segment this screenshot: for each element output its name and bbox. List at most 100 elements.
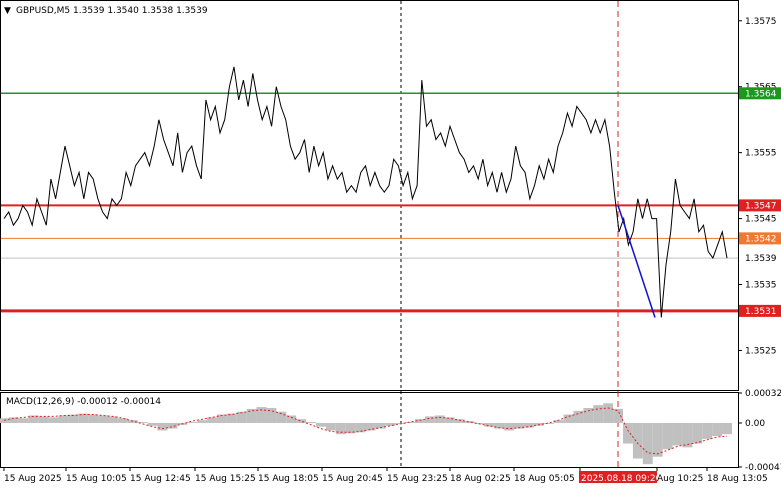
price-levels [1,92,738,313]
macd-bar [632,422,643,459]
macd-bar [216,414,227,423]
macd-bar [236,411,247,423]
macd-bar [405,422,416,423]
price-tick-label: 1.3575 [745,17,777,27]
macd-signal-line [3,407,728,455]
macd-bar [613,408,624,423]
macd-bar [523,422,534,428]
macd-bar [296,419,307,423]
macd-bar [78,413,89,423]
level-red-upper-label-bg [739,199,781,212]
price-tick-label: 1.3525 [745,346,777,356]
time-tick-label: 18 Aug 02:25 [450,474,511,484]
time-tick-label: 15 Aug 2025 [4,474,62,484]
macd-bar [286,415,297,423]
time-tick-label: 18 Aug 05:05 [514,474,575,484]
macd-bar [117,418,128,423]
macd-bar [315,422,326,427]
macd-bar [147,422,158,426]
level-red-upper-label: 1.3547 [745,201,777,211]
macd-bar [375,422,386,429]
time-tick-label: 18 Aug 13:05 [707,474,768,484]
macd-bar [107,416,118,423]
macd-bar [672,422,683,446]
price-tick-label: 1.3555 [745,149,777,159]
macd-bar [68,414,79,423]
macd-bar [38,416,49,423]
macd-bar [642,422,653,465]
macd-bar [58,415,69,423]
macd-tick-label: 0.00032 [745,389,781,399]
macd-bar [365,422,376,431]
macd-bar [28,415,39,423]
macd-bar [355,422,366,433]
macd-title: MACD(12,26,9) -0.00012 -0.00014 [6,397,161,407]
macd-bar [345,422,356,434]
macd-bar [504,422,515,431]
macd-bar [48,417,59,423]
macd-bar [593,405,604,423]
macd-bar [543,422,554,424]
macd-bar [563,414,574,423]
macd-bar [246,408,257,423]
time-tick-label: 15 Aug 12:45 [130,474,191,484]
macd-bar [454,419,465,423]
macd-bar [424,416,435,423]
time-tick-label: 15 Aug 15:25 [195,474,256,484]
macd-signal [3,407,728,455]
macd-bar [514,422,524,429]
macd-bar [553,420,564,423]
price-series [3,66,728,318]
macd-bar [682,422,693,448]
macd-bar [623,422,633,444]
time-marker-label: 2025.08.18 09:20 [581,474,662,484]
macd-bar [187,422,198,423]
current-price-label-bg [739,252,781,265]
macd-bar [434,415,445,423]
support-red-label: 1.3531 [745,307,777,317]
macd-bar [702,422,713,439]
symbol-title: GBPUSD,M5 1.3539 1.3540 1.3538 1.3539 [16,6,208,16]
trend-lines[interactable] [617,205,656,318]
macd-bar [137,422,148,423]
macd-bar [385,422,396,426]
macd-bar [88,414,99,423]
macd-bar [722,422,732,435]
price-line [3,66,728,318]
time-marker-label-bg [579,471,657,483]
level-orange-label-bg [739,232,781,245]
macd-bar [335,422,346,435]
support-red-label-bg [739,304,781,317]
macd-bar [306,422,316,423]
macd-bar [652,422,663,457]
level-labels: 1.3564 1.3547 1.3542 1.3539 1.3531 [739,87,781,317]
price-tick-label: 1.3535 [745,281,777,291]
macd-bar [18,418,29,423]
macd-bar [207,417,217,423]
macd-bar [8,417,19,423]
macd-bar [266,407,277,423]
collapse-triangle-icon[interactable]: ▼ [4,6,11,16]
macd-bar [494,422,505,429]
macd-bar [167,422,178,429]
level-orange-label: 1.3542 [745,234,777,244]
macd-bar [444,417,455,423]
macd-bar [226,413,237,423]
time-tick-label: 15 Aug 10:05 [66,474,127,484]
macd-bar [712,422,723,437]
macd-bar [662,422,673,450]
macd-bar [573,410,584,423]
time-tick-label: 15 Aug 20:45 [322,474,383,484]
macd-tick-label: -0.00047 [745,463,781,473]
macd-bar [325,422,336,431]
time-tick-label: Aug 10:25 [657,474,703,484]
macd-bar [157,422,168,431]
macd-bar [583,407,594,423]
time-axis: 15 Aug 2025 15 Aug 10:05 15 Aug 12:45 15 Au… [3,467,768,484]
macd-bar [0,418,9,423]
trend-line[interactable] [617,205,656,318]
time-tick-label: 15 Aug 23:25 [387,474,448,484]
macd-axis: 0.00032 0.00 -0.00047 [738,389,781,473]
macd-bar [98,415,108,423]
